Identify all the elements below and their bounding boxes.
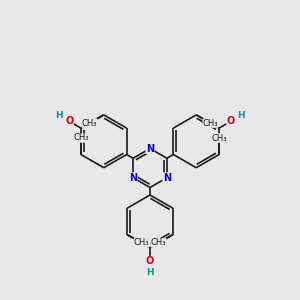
Text: H: H — [146, 268, 154, 277]
Text: CH₃: CH₃ — [203, 119, 218, 128]
Text: N: N — [129, 173, 137, 183]
Text: H: H — [237, 111, 244, 120]
Text: CH₃: CH₃ — [212, 134, 227, 142]
Text: H: H — [56, 111, 63, 120]
Text: O: O — [65, 116, 73, 126]
Text: O: O — [146, 256, 154, 266]
Text: CH₃: CH₃ — [82, 119, 97, 128]
Text: N: N — [163, 173, 171, 183]
Text: N: N — [146, 143, 154, 154]
Text: CH₃: CH₃ — [134, 238, 149, 247]
Text: CH₃: CH₃ — [73, 134, 88, 142]
Text: CH₃: CH₃ — [151, 238, 166, 247]
Text: O: O — [227, 116, 235, 126]
